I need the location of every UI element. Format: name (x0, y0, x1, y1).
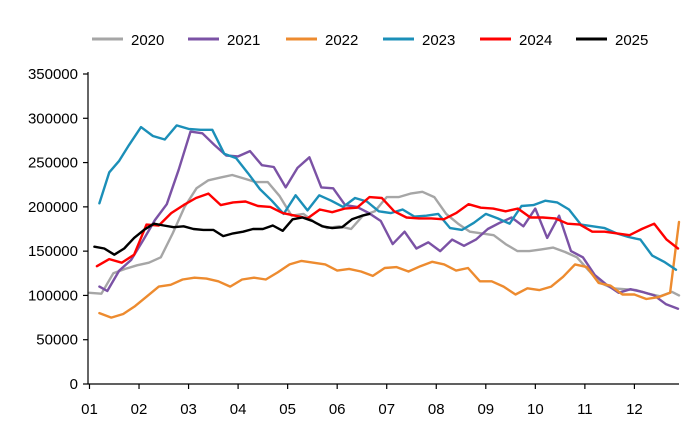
series-line-2020 (88, 173, 681, 298)
x-tick-label: 07 (378, 401, 395, 418)
series-layer (88, 124, 681, 319)
x-tick-label: 02 (131, 401, 148, 418)
series-line-2023 (98, 124, 678, 271)
x-tick-label: 04 (230, 401, 247, 418)
legend-label-2022: 2022 (325, 32, 358, 49)
x-tick-label: 03 (180, 401, 197, 418)
series-line-2021 (98, 130, 680, 310)
x-tick-label: 06 (329, 401, 346, 418)
legend: 2020 2021 2022 2023 2024 2025 (92, 32, 648, 49)
y-axis-ticks: 0 50000 100000 150000 200000 250000 300000 3500… (28, 66, 88, 393)
y-tick-label: 150000 (28, 243, 78, 260)
x-tick-label: 01 (81, 401, 98, 418)
legend-label-2025: 2025 (615, 32, 648, 49)
x-tick-label: 09 (477, 401, 494, 418)
y-tick-label: 0 (70, 376, 78, 393)
x-tick-label: 05 (279, 401, 296, 418)
legend-label-2024: 2024 (519, 32, 552, 49)
y-tick-label: 50000 (36, 332, 78, 349)
y-tick-label: 200000 (28, 199, 78, 216)
series-line-2024 (95, 192, 680, 268)
y-tick-label: 300000 (28, 110, 78, 127)
y-tick-label: 100000 (28, 287, 78, 304)
x-tick-label: 11 (577, 401, 593, 418)
x-axis-ticks: 01 02 03 04 05 06 07 08 09 10 11 12 (81, 384, 643, 418)
legend-label-2021: 2021 (227, 32, 260, 49)
series-line-2022 (98, 220, 681, 319)
legend-label-2020: 2020 (131, 32, 164, 49)
y-tick-label: 350000 (28, 66, 78, 83)
x-tick-label: 08 (428, 401, 445, 418)
x-tick-label: 12 (626, 401, 643, 418)
legend-label-2023: 2023 (422, 32, 455, 49)
y-tick-label: 250000 (28, 155, 78, 172)
x-tick-label: 10 (527, 401, 544, 418)
series-line-2025 (93, 212, 371, 256)
